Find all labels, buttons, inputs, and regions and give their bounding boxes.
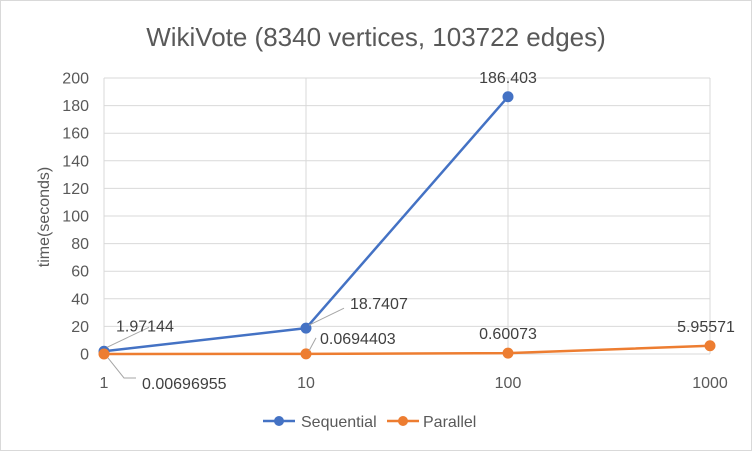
data-label-parallel: 0.0694403	[320, 331, 396, 348]
y-tick-label: 120	[62, 181, 89, 198]
data-label-parallel: 0.00696955	[142, 376, 227, 393]
data-label-parallel: 0.60073	[479, 326, 537, 343]
y-tick-label: 140	[62, 153, 89, 170]
data-label-leader	[106, 326, 150, 348]
legend-label: Sequential	[301, 414, 377, 431]
legend-swatch-marker	[274, 416, 284, 426]
data-point-parallel	[300, 348, 312, 360]
tick-layer: 0 20 40 60 80 100 120 140 160 180 200 1 10 100 1000	[62, 71, 728, 393]
leader-layer	[106, 307, 345, 379]
data-label-leader	[308, 307, 345, 326]
y-axis-label: time(seconds)	[36, 167, 53, 267]
y-tick-label: 180	[62, 98, 89, 115]
label-layer: 1.97144 18.7407 186.403 0.00696955 0.0694403…	[116, 70, 735, 393]
data-label-leader	[107, 357, 136, 379]
y-tick-label: 100	[62, 209, 89, 226]
x-tick-label: 10	[297, 375, 315, 392]
y-tick-label: 160	[62, 126, 89, 143]
chart-title: WikiVote (8340 vertices, 103722 edges)	[146, 22, 606, 52]
data-label-sequential: 186.403	[479, 70, 537, 87]
series-line-parallel	[103, 344, 711, 356]
series-layer	[98, 91, 716, 360]
y-tick-label: 80	[71, 236, 89, 253]
data-point-parallel	[502, 347, 514, 359]
x-tick-label: 1	[100, 375, 109, 392]
data-point-parallel	[704, 340, 716, 352]
y-tick-label: 0	[80, 347, 89, 364]
data-point-parallel	[98, 348, 110, 360]
data-label-leader	[308, 337, 317, 352]
x-tick-label: 100	[495, 375, 522, 392]
data-point-sequential	[300, 322, 312, 334]
legend-label: Parallel	[423, 414, 476, 431]
y-tick-label: 200	[62, 71, 89, 88]
data-label-sequential: 18.7407	[350, 296, 408, 313]
legend-swatch-marker	[398, 416, 408, 426]
y-tick-label: 40	[71, 291, 89, 308]
data-point-sequential	[502, 91, 514, 103]
data-label-sequential: 1.97144	[116, 318, 174, 335]
legend-item-parallel[interactable]: Parallel	[387, 414, 476, 431]
y-tick-label: 60	[71, 264, 89, 281]
x-tick-label: 1000	[692, 375, 728, 392]
y-tick-label: 20	[71, 319, 89, 336]
legend-item-sequential[interactable]: Sequential	[263, 414, 377, 431]
grid-layer	[103, 77, 711, 355]
legend: Sequential Parallel	[263, 414, 476, 431]
data-label-parallel: 5.95571	[677, 319, 735, 336]
